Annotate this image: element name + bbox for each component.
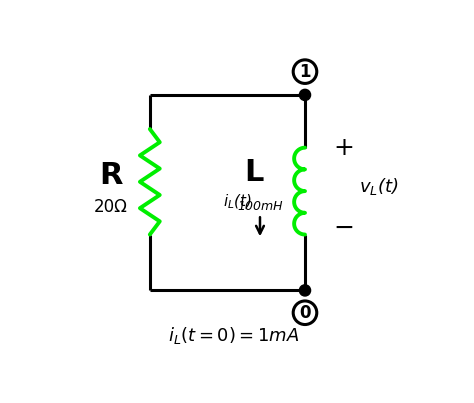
Text: $v_L$(t): $v_L$(t)	[359, 176, 399, 197]
Text: 1: 1	[299, 62, 311, 81]
Circle shape	[293, 60, 317, 83]
Text: L: L	[244, 158, 264, 187]
Text: R: R	[99, 161, 123, 190]
Text: 20Ω: 20Ω	[94, 197, 128, 216]
Circle shape	[300, 89, 310, 100]
Text: $i_L(t=0) = 1mA$: $i_L(t=0) = 1mA$	[168, 325, 299, 346]
Text: 0: 0	[299, 304, 311, 322]
Circle shape	[300, 285, 310, 296]
Text: $i_L$(t): $i_L$(t)	[223, 193, 252, 211]
Circle shape	[293, 301, 317, 324]
Text: +: +	[333, 136, 354, 160]
Text: −: −	[333, 216, 354, 240]
Text: 100mH: 100mH	[237, 200, 283, 213]
